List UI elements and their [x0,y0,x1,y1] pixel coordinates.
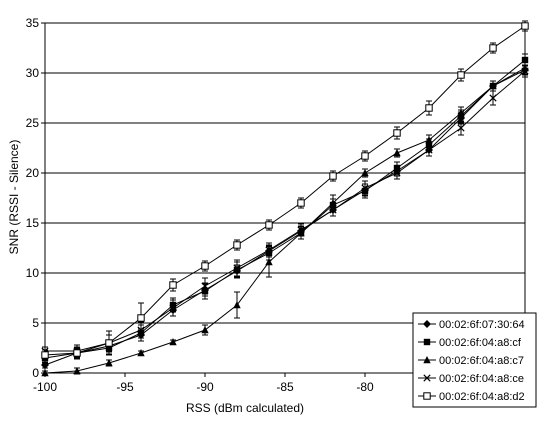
data-point [297,226,305,234]
legend-marker [423,338,431,346]
marker-stroke [521,67,529,75]
data-point [329,206,337,214]
legend-item-5: 00:02:6f:04:a8:d2 [418,391,525,403]
series-5 [41,20,529,361]
marker-stroke [361,184,369,192]
data-point [361,169,369,177]
data-series [41,20,529,377]
data-point [233,301,241,309]
y-tick-label: 30 [26,66,40,80]
x-tick-label: -90 [196,380,214,394]
marker-stroke [329,206,337,214]
data-point [393,129,401,137]
legend: 00:02:6f:07:30:64 00:02:6f:04:a8:cf 00:02:… [412,312,537,408]
y-axis-title: SNR (RSSI - Silence) [7,140,21,255]
series-line [45,70,526,352]
y-tick-label: 25 [26,116,40,130]
data-point [489,82,497,90]
x-tick-label: -80 [356,380,374,394]
marker-stroke [265,246,273,254]
data-point [169,338,177,346]
data-point [521,67,529,75]
y-tick-label: 20 [26,166,40,180]
data-point [457,109,465,117]
legend-label: 00:02:6f:04:a8:d2 [439,391,525,403]
marker-stroke [425,146,433,154]
gridlines [45,22,525,374]
data-point [105,359,113,367]
data-point [393,149,401,157]
data-point [233,241,241,249]
data-point [265,246,273,254]
y-tick-label: 10 [26,266,40,280]
x-axis-title: RSS (dBm calculated) [186,401,304,415]
data-point [457,124,465,132]
data-point [521,56,529,64]
data-point [137,349,145,357]
legend-marker [423,320,431,328]
legend-item-2: 00:02:6f:04:a8:cf [418,337,522,349]
legend-marker [423,374,431,382]
legend-item-4: 00:02:6f:04:a8:ce [418,373,524,385]
data-point [73,367,81,375]
y-tick-label: 15 [26,216,40,230]
data-point [265,258,273,266]
marker-stroke [201,282,209,290]
data-point [73,349,81,357]
data-point [265,221,273,229]
data-point [457,71,465,79]
y-tick-label: 35 [26,16,40,30]
data-point [425,136,433,144]
marker-stroke [393,169,401,177]
axes: 0 5 10 15 20 25 30 35 -100 -95 -90 -85 -80 [26,16,526,394]
data-point [489,94,497,102]
x-tick-label: -85 [276,380,294,394]
y-tick-label: 0 [32,366,39,380]
data-point [233,264,241,272]
data-point [169,281,177,289]
data-point [41,369,49,377]
marker-stroke [233,264,241,272]
series-line [44,67,526,374]
data-point [41,351,49,359]
series-line [44,25,526,356]
marker-stroke [169,304,177,312]
data-point [201,262,209,270]
data-point [169,304,177,312]
data-point [425,104,433,112]
data-point [201,326,209,334]
data-point [361,152,369,160]
x-tick-label: -100 [33,380,57,394]
series-line [44,59,526,359]
data-point [137,314,145,322]
legend-marker [423,392,431,400]
data-point [201,282,209,290]
data-point [393,169,401,177]
x-tick-label: -95 [116,380,134,394]
y-tick-label: 5 [32,316,39,330]
marker-stroke [297,226,305,234]
marker-stroke [457,124,465,132]
legend-label: 00:02:6f:04:a8:c7 [439,355,524,367]
legend-item-1: 00:02:6f:07:30:64 [418,319,525,331]
legend-marker [423,356,431,364]
marker-stroke [423,374,431,382]
data-point [329,172,337,180]
series-3 [41,61,529,377]
data-point [425,146,433,154]
legend-label: 00:02:6f:04:a8:ce [439,373,524,385]
data-point [521,22,529,30]
data-point [361,184,369,192]
legend-item-3: 00:02:6f:04:a8:c7 [418,355,524,367]
legend-label: 00:02:6f:04:a8:cf [439,337,522,349]
marker-stroke [489,94,497,102]
data-point [489,44,497,52]
data-point [297,199,305,207]
data-point [105,339,113,347]
legend-label: 00:02:6f:07:30:64 [439,319,525,331]
